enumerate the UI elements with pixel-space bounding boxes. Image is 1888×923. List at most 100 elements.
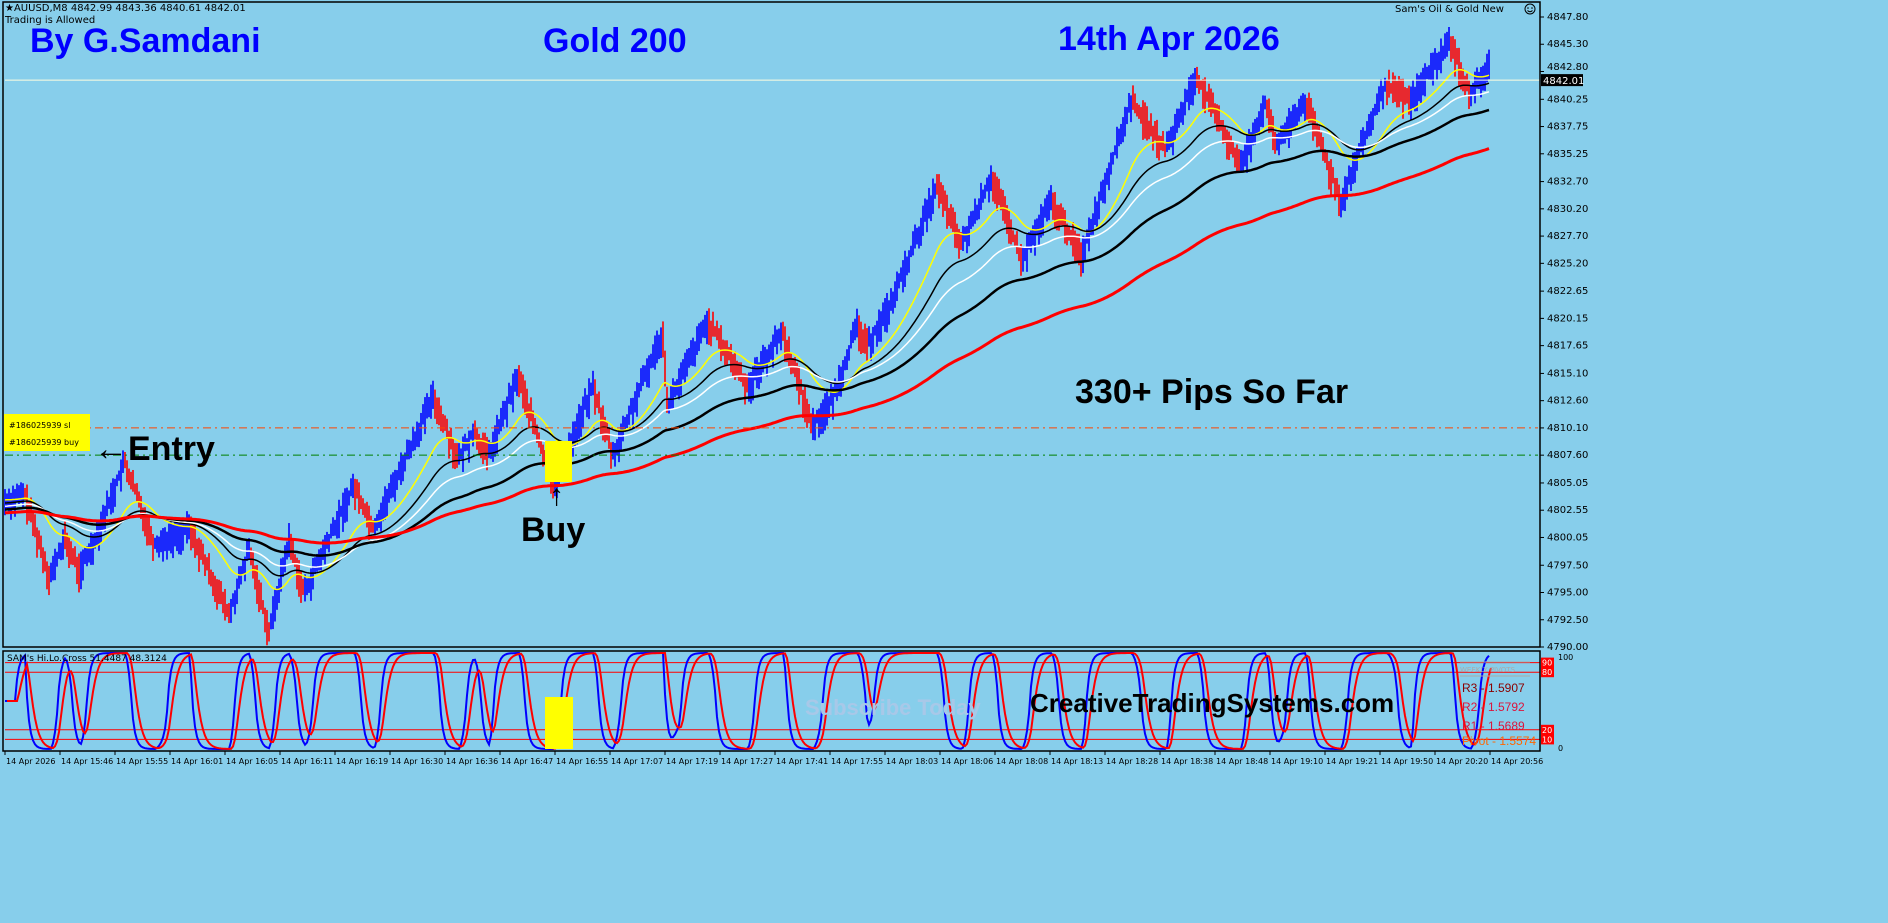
- price-tick-label: 4845.30: [1547, 39, 1588, 50]
- price-tick-label: 4840.25: [1547, 94, 1588, 105]
- weekly-pivot-label: Pivot - 1.5574: [1462, 734, 1536, 748]
- expert-name: Sam's Oil & Gold New: [1395, 4, 1504, 15]
- current-price-label: 4842.01: [1543, 76, 1584, 87]
- price-tick-label: 4827.70: [1547, 231, 1588, 242]
- time-tick-label: 14 Apr 17:41: [776, 757, 828, 766]
- price-tick-label: 4807.60: [1547, 450, 1588, 461]
- buy-label: Buy: [521, 511, 585, 549]
- price-tick-label: 4822.65: [1547, 286, 1588, 297]
- price-tick-label: 4817.65: [1547, 341, 1588, 352]
- time-tick-label: 14 Apr 18:28: [1106, 757, 1158, 766]
- time-tick-label: 14 Apr 18:03: [886, 757, 938, 766]
- price-tick-label: 4832.70: [1547, 177, 1588, 188]
- indicator-scale-max: 100: [1558, 653, 1573, 662]
- time-tick-label: 14 Apr 18:38: [1161, 757, 1213, 766]
- smiley-icon[interactable]: [1524, 3, 1536, 15]
- price-tick-label: 4805.05: [1547, 478, 1588, 489]
- price-panel-frame: [2, 1, 1541, 648]
- trading-status: Trading is Allowed: [4, 15, 95, 26]
- weekly-pivot-label: R2 - 1.5792: [1462, 700, 1525, 714]
- time-tick-label: 14 Apr 16:30: [391, 757, 443, 766]
- indicator-panel-frame: [2, 650, 1541, 752]
- price-tick-label: 4792.50: [1547, 615, 1588, 626]
- time-tick-label: 14 Apr 16:47: [501, 757, 553, 766]
- moving-average-line: [4, 108, 1490, 557]
- moving-average-line: [4, 69, 1490, 591]
- price-axis[interactable]: 4847.80 4845.30 4842.80 4840.25 4837.75 4835.…: [1540, 12, 1588, 653]
- time-tick-label: 14 Apr 17:27: [721, 757, 773, 766]
- time-tick-label: 14 Apr 18:06: [941, 757, 993, 766]
- indicator-level-label: 20: [1542, 726, 1552, 735]
- price-tick-label: 4810.10: [1547, 423, 1588, 434]
- time-tick-label: 14 Apr 16:05: [226, 757, 278, 766]
- indicator-level-badge: [1541, 724, 1554, 735]
- price-tick-label: 4835.25: [1547, 149, 1588, 160]
- time-tick-label: 14 Apr 18:08: [996, 757, 1048, 766]
- entry-label: ←Entry: [94, 430, 215, 468]
- date-label: 14th Apr 2026: [1058, 20, 1280, 58]
- price-tick-label: 4790.00: [1547, 642, 1588, 653]
- price-tick-label: 4847.80: [1547, 12, 1588, 23]
- symbol-info: ★AUUSD,M8 4842.99 4843.36 4840.61 4842.0…: [5, 3, 246, 14]
- time-tick-label: 14 Apr 19:10: [1271, 757, 1323, 766]
- time-tick-label: 14 Apr 15:46: [61, 757, 113, 766]
- time-tick-label: 14 Apr 19:50: [1381, 757, 1433, 766]
- time-axis[interactable]: 14 Apr 2026 14 Apr 15:46 14 Apr 15:55 14 Ap…: [4, 751, 1543, 766]
- time-tick-label: 14 Apr 15:55: [116, 757, 168, 766]
- weekly-pivot-label: R1 - 1.5689: [1462, 719, 1525, 733]
- indicator-level-badge: [1541, 657, 1554, 668]
- time-tick-label: 14 Apr 16:11: [281, 757, 333, 766]
- indicator-scale-min: 0: [1558, 744, 1563, 753]
- buy-arrow-icon: ↑: [549, 479, 564, 512]
- pivots-header: WEEKLY PIVOTS: [1460, 666, 1516, 674]
- price-tick-label: 4815.10: [1547, 368, 1588, 379]
- price-tick-label: 4830.20: [1547, 204, 1588, 215]
- order-buy-label[interactable]: #186025939 buy: [9, 438, 79, 447]
- chart-title: Gold 200: [543, 22, 687, 60]
- subscribe-watermark: Subscribe Today: [805, 695, 981, 720]
- indicator-title: SAM's Hi.Lo.Cross 51.4487 48.3124: [7, 654, 167, 664]
- time-tick-label: 14 Apr 17:19: [666, 757, 718, 766]
- time-tick-label: 14 Apr 20:20: [1436, 757, 1488, 766]
- time-tick-label: 14 Apr 17:55: [831, 757, 883, 766]
- time-tick-label: 14 Apr 16:55: [556, 757, 608, 766]
- price-tick-label: 4837.75: [1547, 122, 1588, 133]
- indicator-buy-highlight: [545, 697, 573, 749]
- oscillator-signal-line: [7, 651, 1492, 750]
- time-tick-label: 14 Apr 17:07: [611, 757, 663, 766]
- indicator-level-label: 90: [1542, 659, 1552, 668]
- website-label: CreativeTradingSystems.com: [1030, 688, 1394, 718]
- price-tick-label: 4812.60: [1547, 396, 1588, 407]
- moving-average-line: [4, 147, 1490, 545]
- price-tick-label: 4797.50: [1547, 560, 1588, 571]
- indicator-level-label: 10: [1542, 735, 1552, 744]
- weekly-pivot-label: R3 - 1.5907: [1462, 681, 1525, 695]
- moving-average-line: [4, 91, 1490, 568]
- moving-average-line: [4, 82, 1490, 577]
- time-tick-label: 14 Apr 19:21: [1326, 757, 1378, 766]
- indicator-level-badge: [1541, 667, 1554, 678]
- time-tick-label: 14 Apr 16:01: [171, 757, 223, 766]
- pips-label: 330+ Pips So Far: [1075, 373, 1348, 411]
- time-tick-label: 14 Apr 16:36: [446, 757, 498, 766]
- time-tick-label: 14 Apr 20:56: [1491, 757, 1543, 766]
- author-label: By G.Samdani: [30, 22, 261, 60]
- time-tick-label: 14 Apr 2026: [6, 757, 55, 766]
- price-tick-label: 4802.55: [1547, 505, 1588, 516]
- order-label-box: [4, 414, 90, 451]
- price-tick-label: 4842.80: [1547, 62, 1588, 73]
- price-tick-label: 4820.15: [1547, 313, 1588, 324]
- time-tick-label: 14 Apr 18:48: [1216, 757, 1268, 766]
- price-tick-label: 4800.05: [1547, 532, 1588, 543]
- time-tick-label: 14 Apr 18:13: [1051, 757, 1103, 766]
- order-sl-label[interactable]: #186025939 sl: [9, 421, 70, 430]
- time-tick-label: 14 Apr 16:19: [336, 757, 388, 766]
- indicator-level-label: 80: [1542, 668, 1552, 677]
- price-tick-label: 4825.20: [1547, 258, 1588, 269]
- indicator-level-badge: [1541, 734, 1554, 745]
- price-tick-label: 4795.00: [1547, 588, 1588, 599]
- current-price-badge: [1541, 74, 1583, 87]
